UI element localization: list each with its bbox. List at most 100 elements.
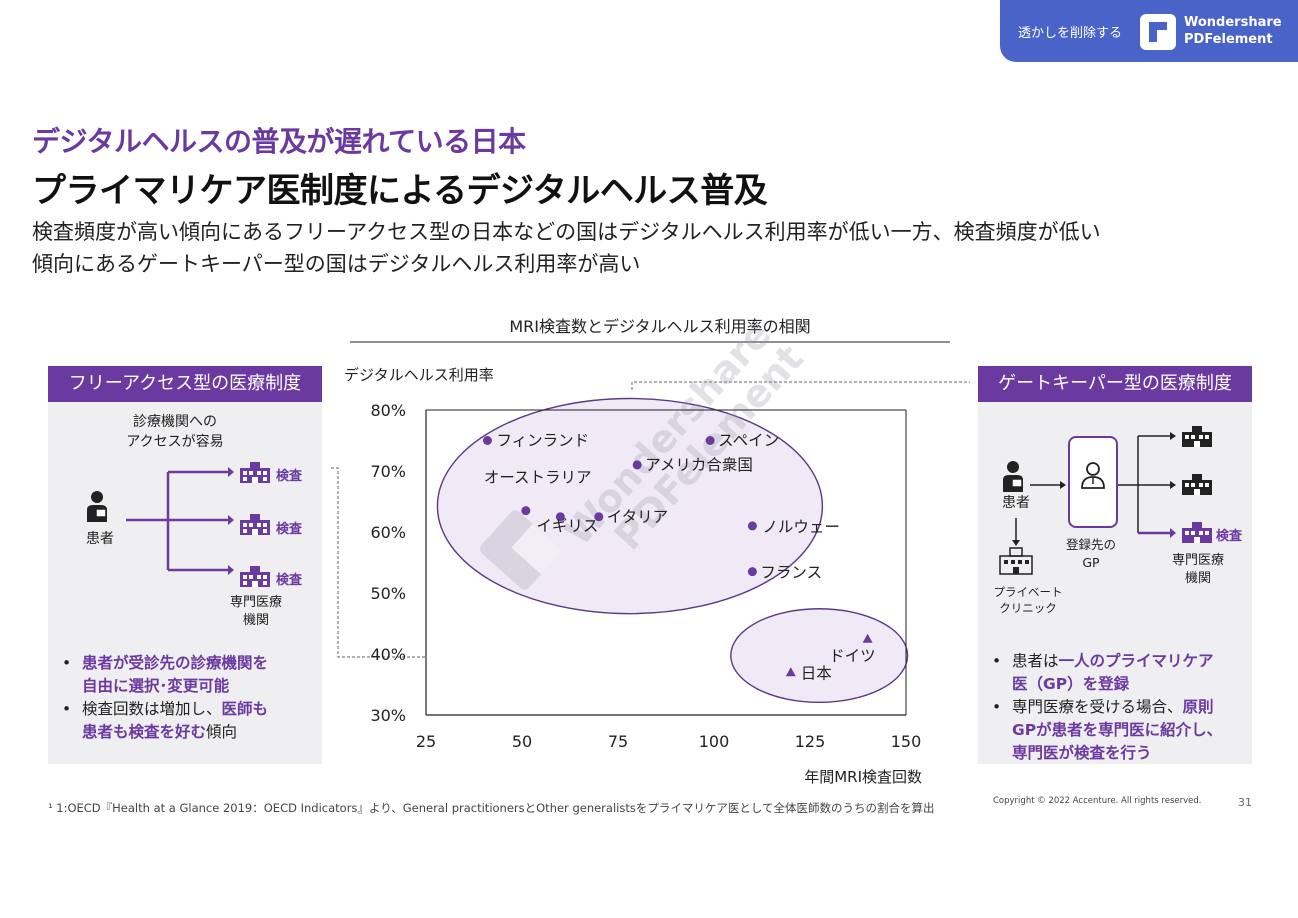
gp-phone-frame: [1068, 436, 1118, 528]
brand-line1: Wondershare: [1184, 15, 1282, 30]
watermark-logo-icon: [479, 510, 563, 590]
subtitle-line1: 検査頻度が高い傾向にあるフリーアクセス型の日本などの国はデジタルヘルス利用率が低…: [32, 220, 1101, 244]
data-point-label: ノルウェー: [762, 518, 840, 536]
y-tick-label: 60%: [370, 523, 406, 542]
group-ellipse-free-access: [730, 608, 909, 704]
bullet2-text-d: 専門医が検査を行う: [1012, 744, 1152, 762]
kensa-label: 検査: [1216, 529, 1243, 544]
chart-title: MRI検査数とデジタルヘルス利用率の相関: [509, 317, 810, 336]
bullet-item: • 専門医療を受ける場合、原則 GPが患者を専門医に紹介し、 専門医が検査を行う: [992, 698, 1223, 762]
axis-ticks: 25 50 75 100 125 150 30% 40% 50% 60% 70% 80%: [370, 401, 921, 751]
free-access-panel: フリーアクセス型の医療制度 診療機関への アクセスが容易 患者 検査 検査: [48, 366, 322, 764]
bullet2-text-c: 患者も検査を好む: [82, 723, 207, 741]
x-tick-label: 25: [416, 732, 436, 751]
brand-line2: PDFelement: [1184, 32, 1273, 47]
brand-name: Wondershare PDFelement: [1184, 14, 1282, 48]
bullet1-text-b: 一人のプライマリケア: [1058, 652, 1214, 670]
page-subtitle: 検査頻度が高い傾向にあるフリーアクセス型の日本などの国はデジタルヘルス利用率が低…: [32, 216, 1272, 280]
data-point-label: オーストラリア: [484, 469, 592, 487]
hospital-icon: [1182, 474, 1212, 495]
gp-line1: 登録先の: [1065, 537, 1116, 552]
kensa-label-2: 検査: [276, 522, 303, 537]
data-point-label: ドイツ: [829, 647, 876, 665]
data-point-label: イギリス: [536, 517, 598, 535]
specialist-facility-label: 専門医療 機関: [1158, 552, 1238, 588]
facility-line2: 機関: [242, 613, 269, 628]
data-point: [705, 436, 715, 445]
y-tick-label: 30%: [370, 706, 406, 725]
gp-label: 登録先の GP: [1056, 536, 1126, 572]
data-point-label: イタリア: [607, 508, 668, 526]
bullet-item: • 検査回数は増加し、医師も 患者も検査を好む傾向: [62, 700, 269, 741]
x-tick-label: 50: [512, 732, 532, 751]
subtitle-line2: 傾向にあるゲートキーパー型の国はデジタルヘルス利用率が高い: [32, 252, 641, 276]
data-point: [747, 567, 757, 577]
bullet-item: • 患者が受診先の診療機関を 自由に選択･変更可能: [62, 654, 269, 695]
y-tick-label: 80%: [370, 401, 406, 420]
gatekeeper-bullets: • 患者は一人のプライマリケア 医（GP）を登録 • 専門医療を受ける場合、原則 G…: [992, 650, 1250, 765]
x-tick-label: 125: [795, 732, 826, 751]
bullet2-text-a: 検査回数は増加し、: [82, 700, 222, 718]
data-point: [747, 521, 757, 531]
page-number: 31: [1238, 796, 1252, 809]
specialist-facility-label: 専門医療 機関: [216, 594, 296, 630]
hospital-icon: [240, 462, 270, 483]
footnote: ¹ 1:OECD『Health at a Glance 2019：OECD In…: [48, 801, 935, 815]
data-point: [482, 436, 492, 445]
clinic-line1: プライベート: [993, 585, 1063, 599]
specialist-line1: 専門医療: [1171, 553, 1224, 568]
data-point: [594, 512, 604, 522]
access-note-line1: 診療機関への: [133, 414, 217, 430]
section-kicker: デジタルヘルスの普及が遅れている日本: [32, 125, 526, 158]
bullet1-text-a: 患者が受診先の診療機関を: [82, 654, 269, 672]
bullet2-text-d: 傾向: [206, 723, 238, 741]
doctor-icon: [1081, 462, 1105, 489]
page-title: プライマリケア医制度によるデジタルヘルス普及: [32, 171, 768, 211]
gatekeeper-flow-arrows: [1012, 432, 1176, 546]
data-point-label: フィンランド: [496, 432, 589, 450]
bullet-item: • 患者は一人のプライマリケア 医（GP）を登録: [992, 652, 1214, 693]
plot-area: [425, 409, 907, 716]
free-access-connector: [330, 467, 425, 658]
gatekeeper-panel: ゲートキーパー型の医療制度 患者 登録先の GP: [978, 366, 1252, 764]
bullet2-text-b: 医師も: [221, 700, 269, 718]
x-tick-label: 150: [891, 732, 922, 751]
hospital-icon: [240, 514, 270, 535]
patient-label: 患者: [1002, 495, 1030, 511]
data-point-triangle: [785, 667, 796, 677]
data-point-label: アメリカ合衆国: [645, 456, 753, 474]
y-tick-label: 40%: [370, 645, 406, 664]
bullet1-text-a: 患者は: [1012, 652, 1059, 670]
data-point: [555, 512, 565, 522]
data-point-label: フランス: [760, 564, 822, 582]
specialist-line2: 機関: [1184, 571, 1211, 586]
facility-line1: 専門医療: [229, 595, 282, 610]
x-tick-label: 75: [608, 732, 628, 751]
data-point: [521, 506, 531, 516]
patient-label: 患者: [86, 531, 114, 547]
patient-icon: [1003, 461, 1023, 492]
y-tick-label: 70%: [370, 462, 406, 481]
bullet2-text-a: 専門医療を受ける場合、: [1012, 698, 1183, 716]
remove-watermark-link[interactable]: 透かしを削除する: [1018, 26, 1123, 41]
watermark-banner[interactable]: 透かしを削除する Wondershare PDFelement: [1000, 0, 1298, 62]
hospital-icon: [240, 566, 270, 587]
clinic-icon: [999, 547, 1033, 575]
pdfelement-logo-icon: [1140, 14, 1176, 50]
free-access-title: フリーアクセス型の医療制度: [48, 366, 322, 402]
gatekeeper-connector: [631, 381, 970, 390]
clinic-label: プライベート クリニック: [988, 584, 1068, 616]
bullet1-text-b: 自由に選択･変更可能: [82, 677, 230, 695]
hospital-icon: [1182, 522, 1212, 543]
gp-line2: GP: [1082, 555, 1100, 570]
hospital-icon: [1182, 426, 1212, 447]
gatekeeper-title: ゲートキーパー型の医療制度: [978, 366, 1252, 402]
free-access-arrows: [126, 467, 234, 575]
x-tick-label: 100: [699, 732, 730, 751]
group-ellipses: [436, 397, 909, 704]
kensa-label-3: 検査: [276, 573, 303, 588]
clinic-line2: クリニック: [999, 601, 1057, 615]
copyright: Copyright © 2022 Accenture. All rights r…: [993, 796, 1202, 806]
x-axis-label: 年間MRI検査回数: [804, 768, 922, 786]
